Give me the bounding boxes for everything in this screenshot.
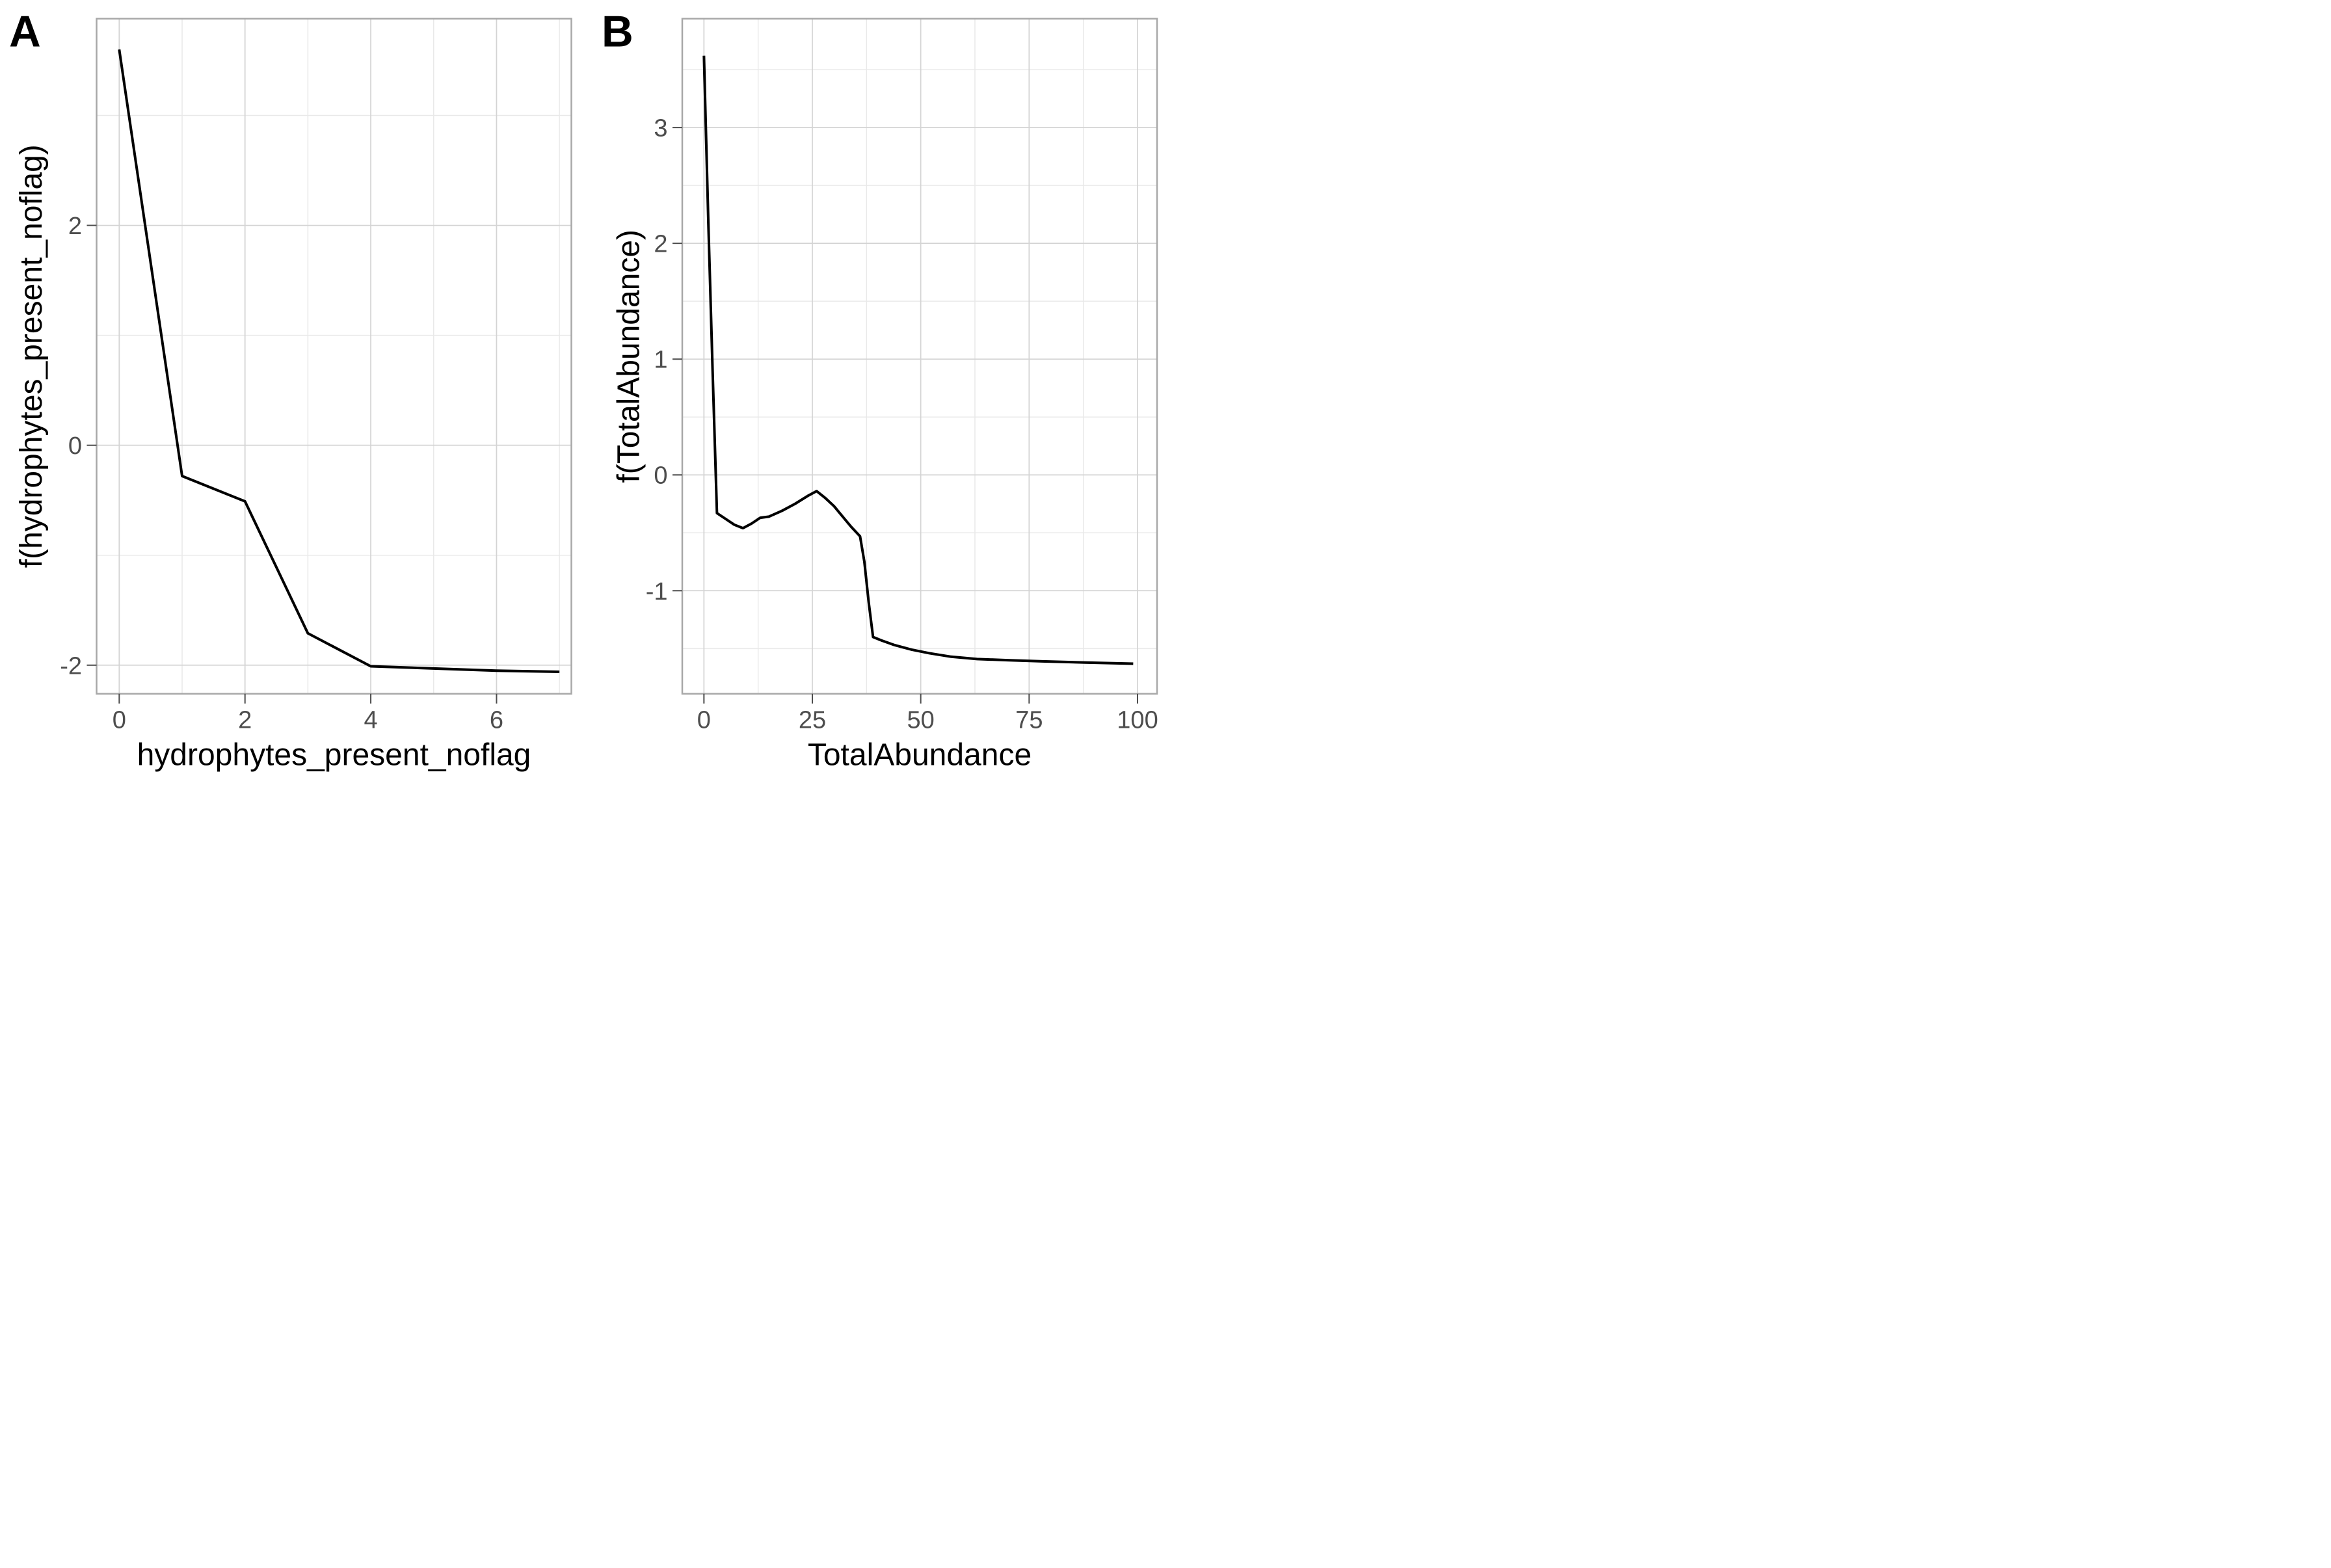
y-tick-label: 2 [68, 213, 82, 240]
gam-partial-effects-figure: 0 2 4 6 -2 0 2 A hydrophytes_present_noflag f(… [0, 0, 1166, 784]
x-tick-label: 2 [238, 706, 252, 734]
panel-b-y-axis-title: f(TotalAbundance) [612, 230, 646, 483]
x-tick-label: 4 [364, 706, 377, 734]
y-tick-label: 0 [654, 462, 667, 490]
x-tick-label: 6 [490, 706, 503, 734]
panel-a-gridlines [96, 18, 572, 694]
chart-canvas: 0 2 4 6 -2 0 2 A hydrophytes_present_noflag f(… [9, 7, 1158, 772]
y-tick-label: 0 [68, 432, 82, 460]
panel-b-tick-labels: 0 25 50 75 100 -1 0 1 2 3 [646, 115, 1158, 734]
y-tick-label: -1 [646, 578, 668, 605]
x-tick-label: 0 [113, 706, 126, 734]
x-tick-label: 75 [1015, 706, 1043, 734]
panel-b-letter: B [602, 7, 633, 56]
x-tick-label: 25 [799, 706, 826, 734]
y-tick-label: 2 [654, 231, 667, 258]
panel-b-border [681, 18, 1158, 695]
panel-b-tick-marks [673, 127, 1138, 704]
panel-b-gridlines [682, 18, 1157, 694]
panel-a-x-axis-title: hydrophytes_present_noflag [137, 737, 531, 772]
x-tick-label: 50 [907, 706, 935, 734]
panel-a-tick-labels: 0 2 4 6 -2 0 2 [60, 213, 503, 734]
y-tick-label: -2 [60, 652, 82, 680]
x-tick-label: 0 [697, 706, 711, 734]
panel-b-x-axis-title: TotalAbundance [808, 737, 1032, 772]
panel-b-smooth-curve [702, 55, 1134, 665]
y-tick-label: 1 [654, 347, 667, 374]
panel-a: 0 2 4 6 -2 0 2 A hydrophytes_present_noflag f(… [9, 7, 572, 772]
panel-a-tick-marks [87, 224, 498, 704]
x-tick-label: 100 [1117, 706, 1158, 734]
panel-a-y-axis-title: f(hydrophytes_present_noflag) [14, 144, 49, 568]
panel-b: 0 25 50 75 100 -1 0 1 2 3 B TotalAbundance f(Tota… [602, 7, 1158, 772]
panel-a-letter: A [9, 7, 41, 56]
panel-a-border [96, 18, 572, 695]
y-tick-label: 3 [654, 115, 667, 142]
panel-a-smooth-curve [118, 49, 560, 673]
